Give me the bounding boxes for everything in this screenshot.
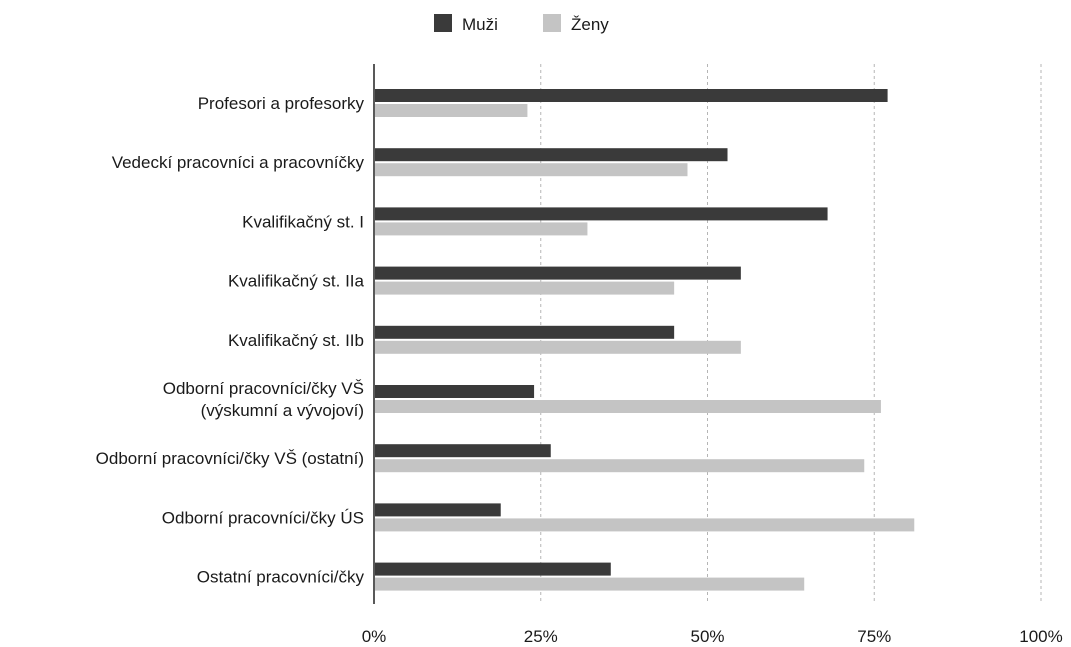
bar-zeny (375, 222, 588, 236)
bar-muzi (375, 325, 675, 339)
bar-zeny (375, 163, 688, 177)
category-label: Kvalifikačný st. IIb (228, 331, 364, 350)
bar-muzi (375, 89, 888, 102)
bar-muzi (375, 562, 611, 576)
legend-label-zeny: Ženy (571, 15, 609, 34)
category-label: Odborní pracovníci/čky VŠ (ostatní) (96, 449, 364, 468)
x-tick-label: 100% (1019, 627, 1062, 646)
x-tick-label: 0% (362, 627, 387, 646)
bar-zeny (375, 104, 528, 117)
legend-swatch-zeny (543, 14, 561, 32)
category-label: Vedeckí pracovníci a pracovníčky (112, 153, 365, 172)
legend-swatch-muzi (434, 14, 452, 32)
x-tick-label: 75% (857, 627, 891, 646)
bars (375, 89, 915, 591)
bar-zeny (375, 340, 741, 354)
bar-zeny (375, 518, 915, 532)
bar-muzi (375, 207, 828, 221)
bar-zeny (375, 281, 675, 295)
x-axis-ticks: 0% 25% 50% 75% 100% (362, 627, 1063, 646)
bar-muzi (375, 385, 535, 398)
bar-muzi (375, 148, 728, 162)
bar-muzi (375, 266, 741, 280)
x-tick-label: 25% (524, 627, 558, 646)
bar-muzi (375, 503, 501, 517)
category-label: Ostatní pracovníci/čky (197, 568, 365, 587)
bar-zeny (375, 400, 881, 413)
category-label: Odborní pracovníci/čky VŠ (163, 379, 364, 398)
bar-zeny (375, 459, 865, 473)
category-label: Odborní pracovníci/čky ÚS (162, 508, 364, 527)
category-label: Profesori a profesorky (198, 94, 365, 113)
x-tick-label: 50% (690, 627, 724, 646)
category-label: (výskumní a vývojoví) (201, 401, 364, 420)
legend-label-muzi: Muži (462, 15, 498, 34)
bar-zeny (375, 577, 805, 591)
bar-muzi (375, 444, 551, 458)
category-label: Kvalifikačný st. IIa (228, 272, 365, 291)
category-labels: Profesori a profesorky Vedeckí pracovníci… (96, 94, 365, 587)
legend: Muži Ženy (434, 14, 609, 34)
category-label: Kvalifikačný st. I (242, 212, 364, 231)
